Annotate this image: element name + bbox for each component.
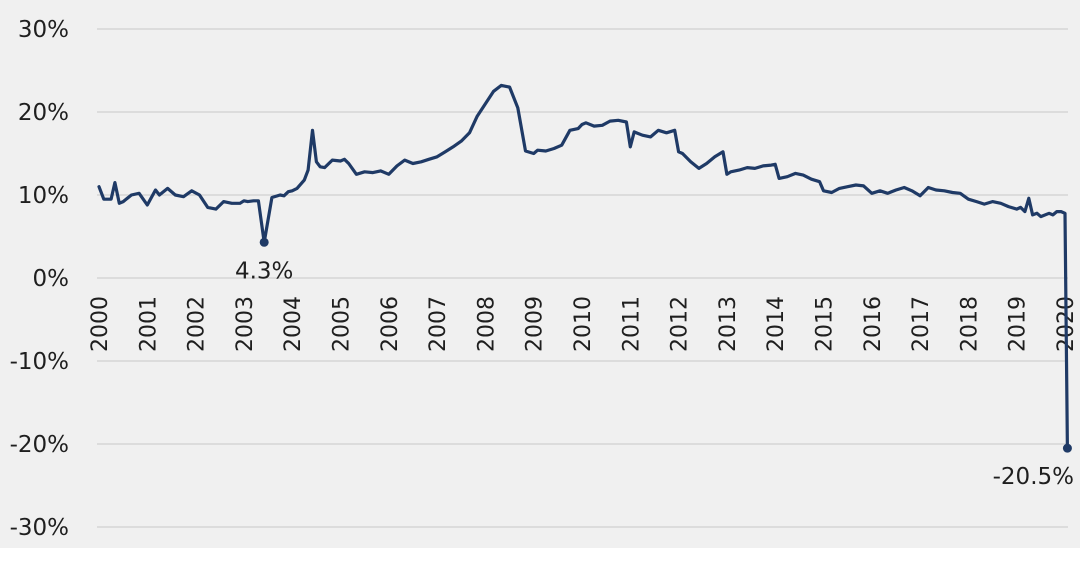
annotation-marker bbox=[259, 237, 269, 247]
x-tick-label: 2013 bbox=[716, 296, 741, 352]
x-tick-label: 2005 bbox=[330, 296, 355, 352]
x-tick-label: 2001 bbox=[136, 296, 161, 352]
x-tick-label: 2017 bbox=[909, 296, 934, 352]
x-tick-label: 2019 bbox=[1006, 296, 1031, 352]
annotation-label: -20.5% bbox=[993, 464, 1074, 490]
series-layer bbox=[97, 83, 1072, 450]
x-tick-label: 2004 bbox=[281, 296, 306, 352]
x-tick-label: 2003 bbox=[233, 296, 258, 352]
x-tick-label: 2018 bbox=[957, 296, 982, 352]
x-tick-label: 2010 bbox=[571, 296, 596, 352]
x-tick-label: 2011 bbox=[619, 296, 644, 352]
x-tick-label: 2009 bbox=[523, 296, 548, 352]
x-tick-label: 2000 bbox=[88, 296, 113, 352]
y-tick-label: -20% bbox=[10, 432, 69, 458]
x-tick-label: 2016 bbox=[861, 296, 886, 352]
x-tick-label: 2002 bbox=[185, 296, 210, 352]
x-tick-label: 2015 bbox=[813, 296, 838, 352]
x-tick-label: 2014 bbox=[764, 296, 789, 352]
plot-background bbox=[0, 0, 1080, 548]
y-tick-label: 10% bbox=[18, 183, 69, 209]
y-tick-label: 30% bbox=[18, 17, 69, 43]
y-axis-ticks: 30% 20% 10% 0% -10% -20% -30% bbox=[10, 17, 69, 541]
gridlines bbox=[97, 28, 1068, 528]
annotation-marker bbox=[1062, 443, 1072, 453]
y-tick-label: -10% bbox=[10, 349, 69, 375]
x-axis-ticks: 2000 2001 2002 2003 2004 2005 2006 2007 2008 2009… bbox=[88, 296, 1079, 352]
series-line bbox=[97, 83, 1072, 450]
x-tick-label: 2007 bbox=[426, 296, 451, 352]
x-tick-label: 2008 bbox=[474, 296, 499, 352]
x-tick-label: 2012 bbox=[668, 296, 693, 352]
annotations: 4.3% -20.5% bbox=[235, 237, 1074, 490]
annotation-label: 4.3% bbox=[235, 258, 293, 284]
y-tick-label: 0% bbox=[33, 266, 70, 292]
y-tick-label: -30% bbox=[10, 515, 69, 541]
x-tick-label: 2006 bbox=[378, 296, 403, 352]
y-tick-label: 20% bbox=[18, 100, 69, 126]
